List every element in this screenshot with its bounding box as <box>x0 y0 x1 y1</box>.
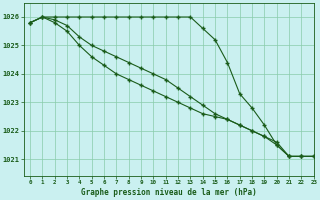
X-axis label: Graphe pression niveau de la mer (hPa): Graphe pression niveau de la mer (hPa) <box>81 188 257 197</box>
